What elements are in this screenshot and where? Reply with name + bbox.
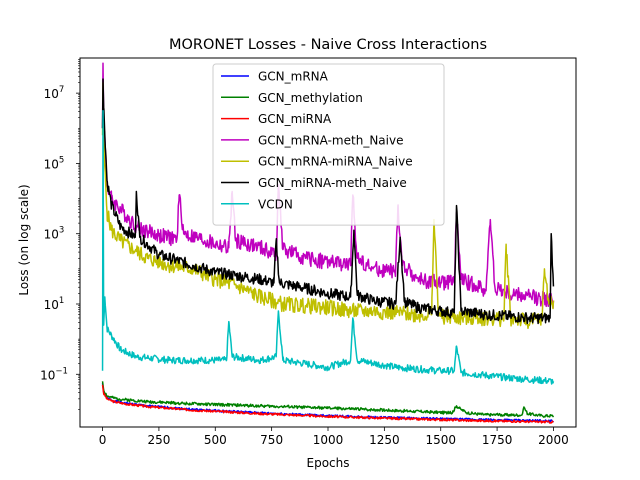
legend-label: GCN_mRNA bbox=[258, 70, 329, 84]
legend-label: GCN_mRNA-miRNA_Naive bbox=[258, 155, 413, 169]
y-axis-ticks: 10−1 101 103 105 107 bbox=[40, 59, 80, 410]
y-tick-label: 103 bbox=[44, 226, 65, 242]
x-axis-label: Epochs bbox=[307, 456, 350, 470]
x-tick-label: 0 bbox=[99, 433, 107, 447]
legend-label: GCN_methylation bbox=[258, 91, 363, 105]
x-tick-label: 1500 bbox=[425, 433, 456, 447]
legend-label: GCN_miRNA bbox=[258, 112, 332, 126]
x-tick-label: 1000 bbox=[313, 433, 344, 447]
y-tick-label: 101 bbox=[44, 296, 65, 312]
x-axis-ticks: 0 250 500 750 1000 1250 1500 1750 2000 bbox=[99, 427, 569, 447]
series-line-GCN_miRNA bbox=[101, 384, 554, 424]
series-line-GCN_mRNA-meth_Naive bbox=[101, 62, 555, 309]
x-tick-label: 250 bbox=[147, 433, 170, 447]
x-tick-label: 750 bbox=[260, 433, 283, 447]
y-tick-label: 10−1 bbox=[40, 366, 68, 382]
series-line-GCN_miRNA-meth_Naive bbox=[101, 78, 555, 325]
y-tick-label: 105 bbox=[44, 155, 65, 171]
series-line-GCN_mRNA-miRNA_Naive bbox=[101, 81, 555, 330]
legend-label: GCN_mRNA-meth_Naive bbox=[258, 133, 403, 147]
x-tick-label: 1250 bbox=[369, 433, 400, 447]
y-axis-label: Loss (on log scale) bbox=[17, 184, 31, 295]
series-layer bbox=[101, 62, 555, 424]
x-tick-label: 500 bbox=[204, 433, 227, 447]
series-line-GCN_methylation bbox=[101, 381, 555, 418]
legend: GCN_mRNA GCN_methylation GCN_miRNA GCN_mRNA… bbox=[212, 63, 445, 226]
legend-label: VCDN bbox=[258, 197, 293, 211]
series-line-VCDN bbox=[101, 109, 555, 385]
y-tick-label: 107 bbox=[44, 85, 65, 101]
chart-title: MORONET Losses - Naive Cross Interaction… bbox=[169, 37, 487, 53]
x-tick-label: 2000 bbox=[538, 433, 569, 447]
legend-box bbox=[212, 63, 445, 226]
legend-label: GCN_miRNA-meth_Naive bbox=[258, 176, 407, 190]
x-tick-label: 1750 bbox=[482, 433, 513, 447]
